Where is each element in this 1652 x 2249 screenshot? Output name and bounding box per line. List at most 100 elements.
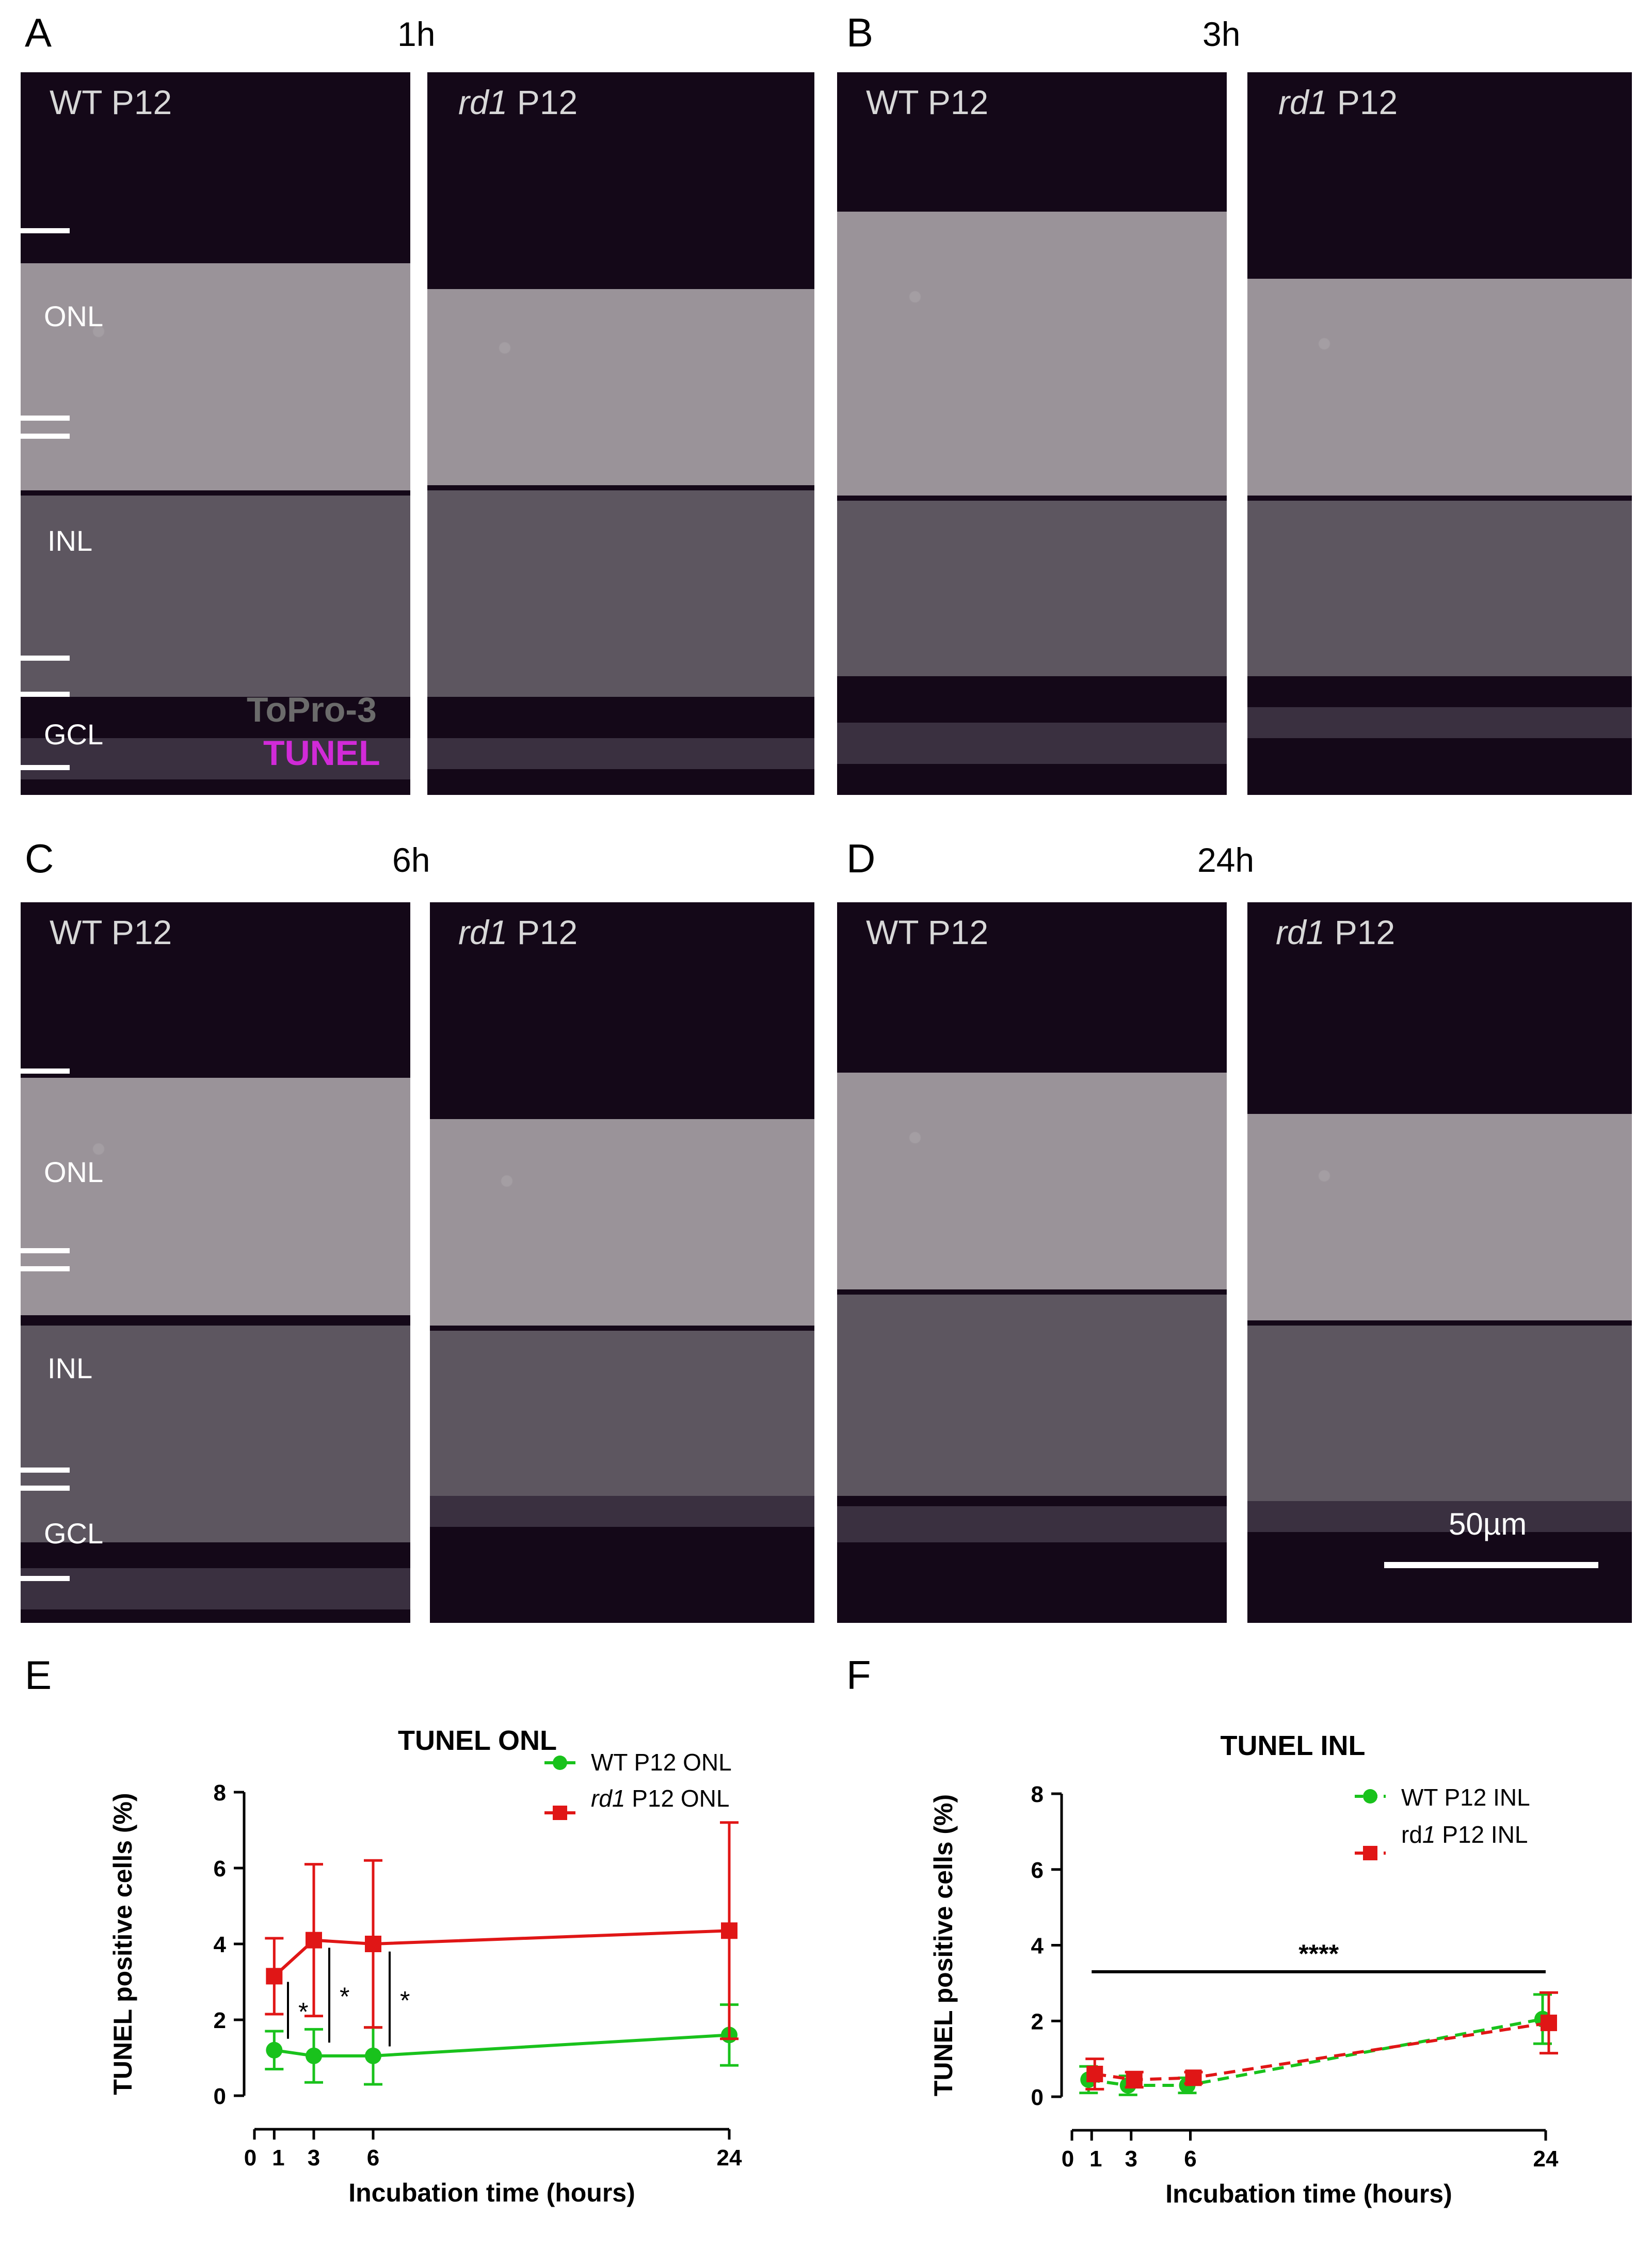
x-tick-label: 0 — [244, 2145, 256, 2171]
sample-label: rd1 P12 — [1278, 83, 1398, 121]
scale-bar-label: 50µm — [1449, 1507, 1527, 1541]
data-point — [1086, 2065, 1103, 2082]
panel-letter-f: F — [846, 1652, 871, 1698]
y-tick-label: 4 — [214, 1932, 227, 1957]
x-tick-label: 1 — [1089, 2146, 1102, 2172]
layer-tick — [21, 434, 70, 439]
sample-label: rd1 P12 — [458, 913, 578, 951]
sample-label: rd1 P12 — [1276, 913, 1396, 951]
scale-bar — [1384, 1562, 1598, 1568]
x-tick-label: 1 — [272, 2145, 284, 2171]
legend-label: rd1 P12 INL — [1401, 1821, 1528, 1848]
micrograph-d-rd1: rd1 P12 50µm — [1247, 902, 1632, 1623]
micrograph-b-wt: WT P12 — [837, 72, 1227, 795]
sample-label: WT P12 — [866, 83, 989, 121]
chart-title: TUNEL ONL — [398, 1725, 557, 1756]
legend-marker — [1363, 1789, 1377, 1804]
series-line — [1088, 2017, 1543, 2087]
layer-label-onl: ONL — [44, 1156, 104, 1188]
layer-tick — [21, 228, 70, 233]
layer-tick — [21, 1068, 70, 1074]
panel-letter-d: D — [846, 836, 876, 881]
data-point — [365, 1936, 381, 1952]
y-tick-label: 2 — [1031, 2009, 1044, 2034]
x-tick-label: 6 — [1184, 2146, 1196, 2172]
layer-label-inl: INL — [47, 1352, 93, 1384]
layer-label-inl: INL — [47, 524, 93, 557]
panel-letter-b: B — [846, 10, 874, 55]
panel-letter-a: A — [25, 10, 52, 55]
data-point — [306, 2047, 322, 2064]
x-tick-label: 0 — [1062, 2146, 1074, 2172]
data-point — [306, 1932, 322, 1949]
panel-letter-e: E — [25, 1652, 52, 1698]
x-tick-label: 3 — [308, 2145, 320, 2171]
y-tick-label: 8 — [1031, 1782, 1044, 1807]
layer-label-gcl: GCL — [44, 1517, 104, 1550]
legend-label: WT P12 INL — [1401, 1784, 1530, 1811]
time-label-d: 24h — [1197, 841, 1255, 879]
micrograph-c-rd1: rd1 P12 — [430, 902, 814, 1623]
sample-label: WT P12 — [50, 913, 172, 951]
y-tick-label: 0 — [1031, 2085, 1044, 2110]
significance-label: * — [340, 1982, 349, 2011]
chart-title: TUNEL INL — [1221, 1730, 1366, 1761]
time-label-c: 6h — [392, 841, 430, 879]
layer-tick — [21, 656, 70, 661]
x-tick-label: 3 — [1125, 2146, 1137, 2172]
y-tick-label: 6 — [1031, 1858, 1044, 1883]
data-point — [1541, 2014, 1557, 2031]
micrograph-b-rd1: rd1 P12 — [1247, 72, 1632, 795]
x-tick-label: 24 — [717, 2145, 742, 2171]
layer-tick — [21, 765, 70, 770]
y-axis-label: TUNEL positive cells (%) — [108, 1793, 137, 2095]
layer-tick — [21, 1576, 70, 1581]
legend-label: rd1 P12 ONL — [591, 1785, 729, 1812]
legend-tunel: TUNEL — [263, 733, 380, 773]
significance-label: **** — [1298, 1939, 1339, 1968]
y-tick-label: 4 — [1031, 1934, 1044, 1959]
x-axis-label: Incubation time (hours) — [348, 2178, 635, 2207]
layer-label-onl: ONL — [44, 300, 104, 332]
x-tick-label: 6 — [367, 2145, 379, 2171]
y-tick-label: 6 — [214, 1856, 226, 1881]
significance-label: * — [298, 1998, 308, 2027]
micrograph-c-wt: WT P12 ONL INL GCL — [21, 902, 410, 1623]
layer-tick — [21, 1266, 70, 1271]
time-label-b: 3h — [1202, 15, 1241, 53]
significance-label: * — [400, 1986, 410, 2015]
series-line — [274, 2033, 730, 2057]
sample-label: WT P12 — [866, 913, 989, 951]
micrograph-a-wt: WT P12 ONL INL GCL ToPro-3 TUNEL — [21, 72, 410, 795]
layer-tick — [21, 1486, 70, 1491]
layer-tick — [21, 692, 70, 697]
data-point — [721, 1922, 737, 1939]
legend-label: WT P12 ONL — [591, 1749, 732, 1776]
legend-marker — [553, 1756, 567, 1770]
sample-label: WT P12 — [50, 83, 172, 121]
data-point — [266, 1968, 283, 1985]
panel-letter-c: C — [25, 836, 54, 881]
time-label-a: 1h — [397, 15, 436, 53]
data-point — [365, 2047, 381, 2064]
micrograph-d-wt: WT P12 — [837, 902, 1227, 1623]
y-axis-label: TUNEL positive cells (%) — [929, 1794, 958, 2096]
legend-topro3: ToPro-3 — [247, 690, 377, 729]
layer-tick — [21, 1248, 70, 1253]
series-line — [1094, 2021, 1549, 2081]
data-point — [1185, 2069, 1202, 2086]
y-tick-label: 2 — [214, 2008, 226, 2033]
sample-label: rd1 P12 — [458, 83, 578, 121]
micrograph-a-rd1: rd1 P12 — [427, 72, 814, 795]
legend-marker — [1363, 1846, 1377, 1860]
y-tick-label: 8 — [214, 1780, 226, 1806]
series-line — [273, 1929, 730, 1977]
y-tick-label: 0 — [214, 2084, 226, 2109]
legend-marker — [553, 1806, 567, 1820]
layer-label-gcl: GCL — [44, 718, 104, 751]
data-point — [266, 2041, 283, 2059]
x-tick-label: 24 — [1533, 2146, 1559, 2172]
x-axis-label: Incubation time (hours) — [1165, 2179, 1452, 2208]
